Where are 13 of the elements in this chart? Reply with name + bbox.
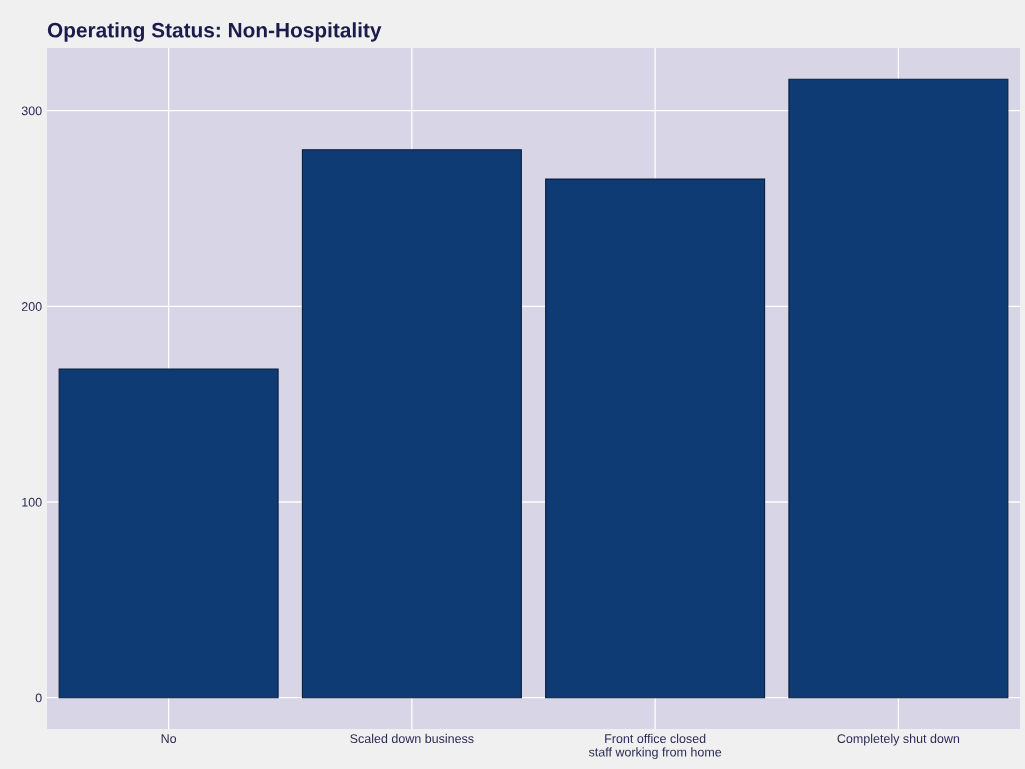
bar — [545, 178, 766, 699]
bar — [788, 78, 1009, 699]
y-tick-label: 300 — [21, 106, 42, 116]
y-tick-label: 100 — [22, 497, 42, 507]
x-tick-label: No — [161, 734, 177, 744]
bar — [301, 149, 522, 699]
x-tick-label: Scaled down business — [350, 733, 474, 744]
x-tick-label: Front office closed staff working from home — [588, 733, 722, 759]
x-tick-label: Completely shut down — [837, 733, 960, 746]
bar — [58, 368, 279, 699]
chart-title: Operating Status: Non-Hospitality — [47, 22, 382, 42]
y-tick-label: 0 — [35, 693, 42, 703]
y-tick-label: 200 — [21, 302, 42, 311]
